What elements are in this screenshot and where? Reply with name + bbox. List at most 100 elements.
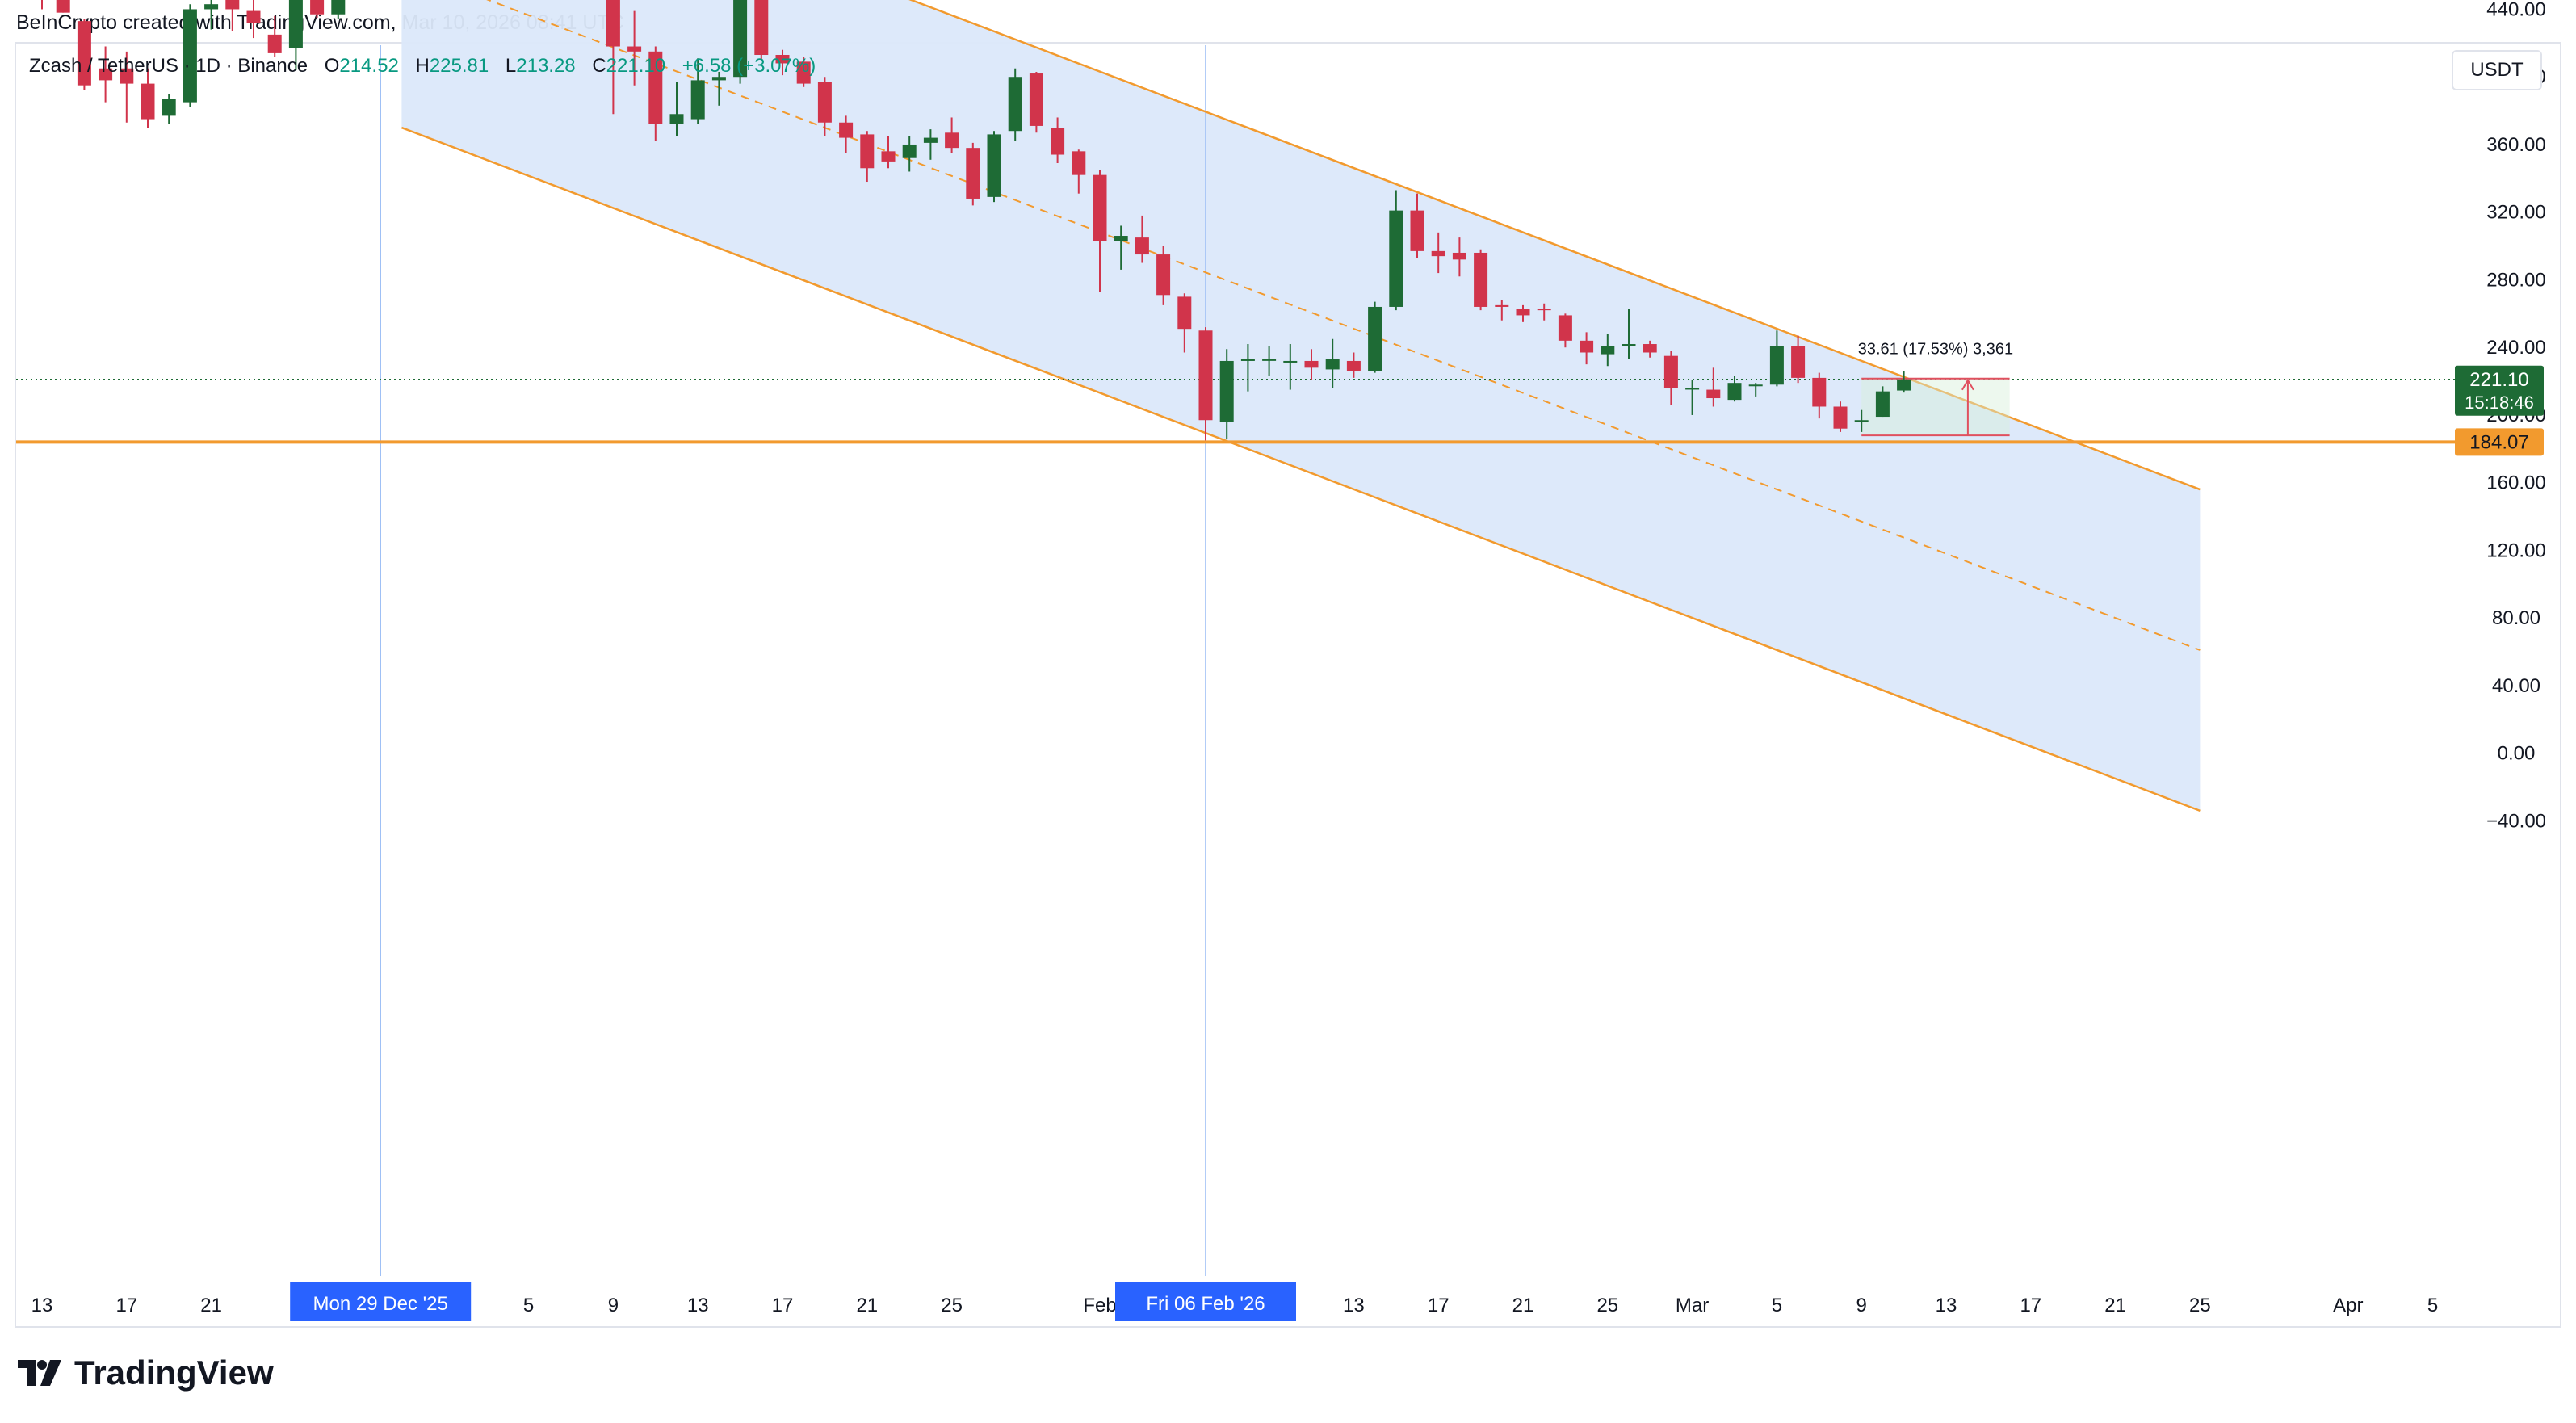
measure-arrow-head xyxy=(1961,378,1974,391)
candle-body xyxy=(1008,77,1022,132)
candle-body xyxy=(77,21,91,86)
x-tick-label: 25 xyxy=(941,1295,963,1316)
y-tick-label: 40.00 xyxy=(2492,675,2540,697)
candle-body xyxy=(1114,236,1128,241)
close-value: 221.10 xyxy=(606,55,666,77)
date-marker-label: Mon 29 Dec '25 xyxy=(313,1293,448,1315)
candle-body xyxy=(606,0,620,47)
candle-body xyxy=(1156,254,1171,296)
candle-body xyxy=(1072,151,1086,175)
x-tick-label: 5 xyxy=(2427,1295,2438,1316)
channel-lower-line xyxy=(401,126,2201,812)
x-tick-label: Feb xyxy=(1083,1295,1116,1316)
candle-body xyxy=(669,114,684,124)
x-tick-label: 13 xyxy=(1936,1295,1957,1316)
y-tick-label: 320.00 xyxy=(2486,202,2545,224)
candle-body xyxy=(1325,359,1340,370)
candle-body xyxy=(1304,360,1319,368)
support-price-badge-bg xyxy=(2455,428,2544,456)
candle-body xyxy=(881,151,896,162)
candle-body xyxy=(99,68,113,81)
candle-body xyxy=(1389,210,1403,307)
candle-body xyxy=(1516,309,1530,316)
candle-body xyxy=(1029,73,1043,126)
candle-body xyxy=(225,0,240,10)
candle-body xyxy=(1897,379,1911,391)
candle-body xyxy=(1262,359,1277,361)
open-label: O xyxy=(324,55,340,77)
candle-body xyxy=(711,77,726,81)
x-tick-label: 13 xyxy=(687,1295,709,1316)
last-price-badge: 221.10 xyxy=(2469,369,2528,391)
candle-body xyxy=(817,82,832,123)
x-tick-label: 13 xyxy=(31,1295,53,1316)
candle-body xyxy=(1368,306,1382,371)
x-tick-label: 17 xyxy=(772,1295,794,1316)
low-label: L xyxy=(505,55,517,77)
y-tick-label: 240.00 xyxy=(2486,337,2545,359)
y-tick-label: −40.00 xyxy=(2486,810,2546,832)
candle-body xyxy=(56,0,70,13)
y-tick-label: 160.00 xyxy=(2486,472,2545,494)
candle-body xyxy=(987,134,1001,197)
channel-upper-line xyxy=(908,0,2201,491)
x-tick-label: 9 xyxy=(608,1295,619,1316)
candle-body xyxy=(1283,360,1298,363)
channel-fill xyxy=(401,0,2201,811)
candle-body xyxy=(945,132,959,149)
date-marker-label: Fri 06 Feb '26 xyxy=(1146,1293,1265,1315)
currency-button[interactable]: USDT xyxy=(2452,50,2542,90)
candle-body xyxy=(1558,315,1572,341)
candle-body xyxy=(796,61,811,84)
candle-body xyxy=(310,0,325,15)
x-tick-label: 17 xyxy=(2020,1295,2041,1316)
candle-body xyxy=(1431,250,1445,257)
y-tick-label: 120.00 xyxy=(2486,539,2545,561)
x-tick-label: 25 xyxy=(1596,1295,1618,1316)
date-marker-label-bg-1 xyxy=(1115,1282,1296,1321)
candle-body xyxy=(1537,309,1551,311)
x-tick-label: 5 xyxy=(523,1295,534,1316)
x-tick-label: 21 xyxy=(1512,1295,1534,1316)
candle-body xyxy=(267,34,282,53)
candle-body xyxy=(690,80,705,120)
candle-body xyxy=(288,0,303,48)
date-marker-label-bg-0 xyxy=(290,1282,472,1321)
high-value: 225.81 xyxy=(429,55,489,77)
candle-body xyxy=(1791,346,1806,378)
candle-body xyxy=(1727,383,1742,401)
close-label: C xyxy=(592,55,606,77)
tradingview-brand: TradingView xyxy=(18,1354,274,1392)
candle-body xyxy=(648,51,663,124)
candle-body xyxy=(1622,344,1636,346)
y-tick-label: 360.00 xyxy=(2486,134,2545,156)
x-tick-label: 17 xyxy=(115,1295,137,1316)
candle-body xyxy=(1748,384,1763,387)
candle-body xyxy=(1706,389,1721,399)
candle-body xyxy=(1833,406,1848,429)
brand-name: TradingView xyxy=(74,1354,274,1392)
candle-body xyxy=(1219,360,1234,422)
candle-body xyxy=(1663,355,1678,388)
x-tick-label: 21 xyxy=(2104,1295,2126,1316)
low-value: 213.28 xyxy=(516,55,576,77)
symbol-title: Zcash / TetherUS · 1D · Binance xyxy=(29,55,308,77)
change-value: +6.58 (+3.07%) xyxy=(682,55,816,77)
x-tick-label: 5 xyxy=(1772,1295,1782,1316)
candle-body xyxy=(1410,210,1424,251)
y-tick-label: 440.00 xyxy=(2486,0,2545,20)
candle-body xyxy=(183,9,197,103)
candle-body xyxy=(1580,340,1594,353)
x-tick-label: 17 xyxy=(1428,1295,1450,1316)
candle-body xyxy=(1051,128,1065,155)
chart-frame[interactable] xyxy=(15,42,2561,1328)
candle-body xyxy=(775,55,790,64)
y-tick-label: 0.00 xyxy=(2498,743,2536,765)
candle-body xyxy=(1452,252,1466,260)
candle-body xyxy=(1601,346,1615,355)
candle-body xyxy=(1198,330,1213,421)
candle-body xyxy=(902,144,917,158)
y-tick-label: 80.00 xyxy=(2492,607,2540,629)
candle-body xyxy=(966,148,980,199)
